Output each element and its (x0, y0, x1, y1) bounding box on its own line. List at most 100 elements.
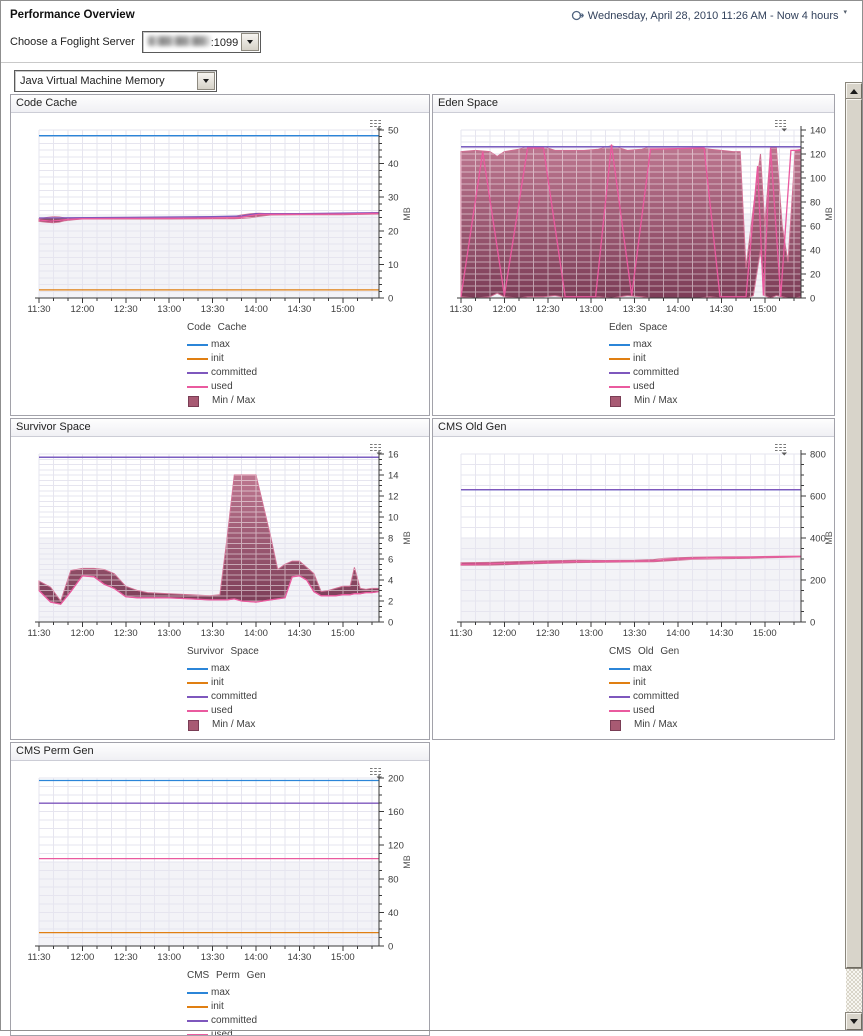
legend-title: Survivor Space (187, 646, 259, 657)
legend-line-used (187, 386, 208, 388)
svg-text:14:30: 14:30 (288, 628, 312, 639)
svg-text:12:00: 12:00 (71, 304, 95, 315)
svg-text:MB: MB (824, 531, 834, 545)
legend-swatch-minmax (188, 395, 199, 407)
svg-text:12:00: 12:00 (71, 628, 95, 639)
metric-dropdown-button[interactable] (197, 72, 215, 90)
svg-text:14:00: 14:00 (244, 304, 268, 315)
legend-title: CMS Old Gen (609, 646, 680, 657)
chart-options-icon[interactable] (774, 118, 788, 132)
legend-line-committed (187, 1020, 208, 1022)
chart-legend: Eden Space max init committed used Min /… (609, 321, 834, 408)
svg-text:15:00: 15:00 (331, 628, 355, 639)
legend-line-max (187, 992, 208, 994)
chart-panel: Code Cache 11:30 12:00 12:30 13:00 13:30 14:0… (10, 94, 430, 416)
svg-text:16: 16 (388, 450, 399, 461)
svg-text:14:30: 14:30 (710, 304, 734, 315)
chart-options-icon[interactable] (369, 118, 383, 132)
legend-line-max (609, 668, 630, 670)
svg-text:13:30: 13:30 (201, 952, 225, 963)
svg-text:13:30: 13:30 (623, 304, 647, 315)
chart-options-icon[interactable] (369, 766, 383, 780)
time-range-selector[interactable]: Wednesday, April 28, 2010 11:26 AM - Now… (571, 9, 847, 22)
legend-line-committed (187, 372, 208, 374)
chart-plot: 11:30 12:00 12:30 13:00 13:30 14:00 14:30 15:00… (449, 450, 834, 640)
legend-swatch-minmax (188, 719, 199, 731)
time-range-caret-icon: ▾ (843, 8, 847, 16)
svg-text:400: 400 (810, 534, 826, 545)
legend-line-init (187, 682, 208, 684)
chart-legend: CMS Old Gen max init committed used Min … (609, 645, 834, 732)
server-dropdown-button[interactable] (241, 33, 260, 51)
svg-text:60: 60 (810, 222, 821, 233)
panel-title: CMS Perm Gen (16, 745, 94, 757)
svg-text:12:30: 12:30 (114, 304, 138, 315)
legend-item-committed: committed (187, 1014, 429, 1028)
page-title: Performance Overview (10, 9, 135, 21)
scrollbar-up-button[interactable] (845, 82, 863, 101)
svg-text:13:00: 13:00 (157, 952, 181, 963)
legend-line-max (187, 344, 208, 346)
svg-text:15:00: 15:00 (753, 628, 777, 639)
svg-text:30: 30 (388, 193, 399, 204)
legend-swatch-minmax (610, 719, 621, 731)
chart-panel: Survivor Space 11:30 12:00 12:30 13:00 13:30… (10, 418, 430, 740)
metric-combobox-value: Java Virtual Machine Memory (20, 75, 165, 87)
svg-text:13:00: 13:00 (579, 304, 603, 315)
svg-text:10: 10 (388, 513, 399, 524)
svg-text:160: 160 (388, 807, 404, 818)
svg-text:8: 8 (388, 534, 393, 545)
svg-text:13:30: 13:30 (201, 304, 225, 315)
svg-text:13:00: 13:00 (157, 304, 181, 315)
legend-item-init: init (187, 352, 429, 366)
svg-text:13:00: 13:00 (579, 628, 603, 639)
charts-grid: Code Cache 11:30 12:00 12:30 13:00 13:30 14:0… (10, 94, 863, 1036)
svg-text:14:30: 14:30 (710, 628, 734, 639)
svg-text:11:30: 11:30 (27, 304, 50, 315)
legend-line-init (187, 358, 208, 360)
svg-text:20: 20 (810, 270, 821, 281)
svg-text:14:00: 14:00 (244, 628, 268, 639)
chart-plot: 11:30 12:00 12:30 13:00 13:30 14:00 14:30 15:00… (27, 774, 412, 964)
chart-legend: Survivor Space max init committed used M… (187, 645, 429, 732)
legend-line-init (609, 682, 630, 684)
svg-text:12:00: 12:00 (493, 304, 517, 315)
time-range-icon (571, 10, 584, 21)
svg-text:15:00: 15:00 (753, 304, 777, 315)
legend-item-max: max (187, 338, 429, 352)
svg-text:40: 40 (388, 908, 399, 919)
legend-item-init: init (187, 1000, 429, 1014)
dropdown-arrow-icon (247, 40, 254, 44)
legend-line-max (609, 344, 630, 346)
svg-text:0: 0 (388, 294, 393, 305)
legend-line-init (609, 358, 630, 360)
server-combobox[interactable]: :1099 (141, 31, 262, 53)
svg-text:MB: MB (402, 531, 412, 545)
svg-text:600: 600 (810, 492, 826, 503)
legend-item-committed: committed (609, 690, 834, 704)
svg-text:13:30: 13:30 (201, 628, 225, 639)
svg-text:11:30: 11:30 (449, 628, 472, 639)
svg-text:15:00: 15:00 (331, 304, 355, 315)
legend-line-used (187, 710, 208, 712)
legend-line-used (609, 386, 630, 388)
legend-title: Eden Space (609, 322, 668, 333)
legend-title: Code Cache (187, 322, 247, 333)
legend-item-max: max (187, 662, 429, 676)
legend-line-init (187, 1006, 208, 1008)
legend-item-init: init (609, 352, 834, 366)
svg-text:0: 0 (388, 942, 393, 953)
svg-text:40: 40 (388, 159, 399, 170)
chart-options-icon[interactable] (774, 442, 788, 456)
vertical-scrollbar[interactable] (845, 82, 863, 1031)
legend-item-committed: committed (609, 366, 834, 380)
scrollbar-thumb[interactable] (845, 98, 863, 969)
scrollbar-down-button[interactable] (845, 1012, 863, 1031)
legend-line-committed (609, 372, 630, 374)
chart-plot: 11:30 12:00 12:30 13:00 13:30 14:00 14:30 15:00… (27, 450, 412, 640)
legend-item-init: init (187, 676, 429, 690)
svg-text:14:30: 14:30 (288, 304, 312, 315)
chart-options-icon[interactable] (369, 442, 383, 456)
metric-combobox[interactable]: Java Virtual Machine Memory (14, 70, 217, 92)
redacted-server-name (147, 35, 210, 46)
